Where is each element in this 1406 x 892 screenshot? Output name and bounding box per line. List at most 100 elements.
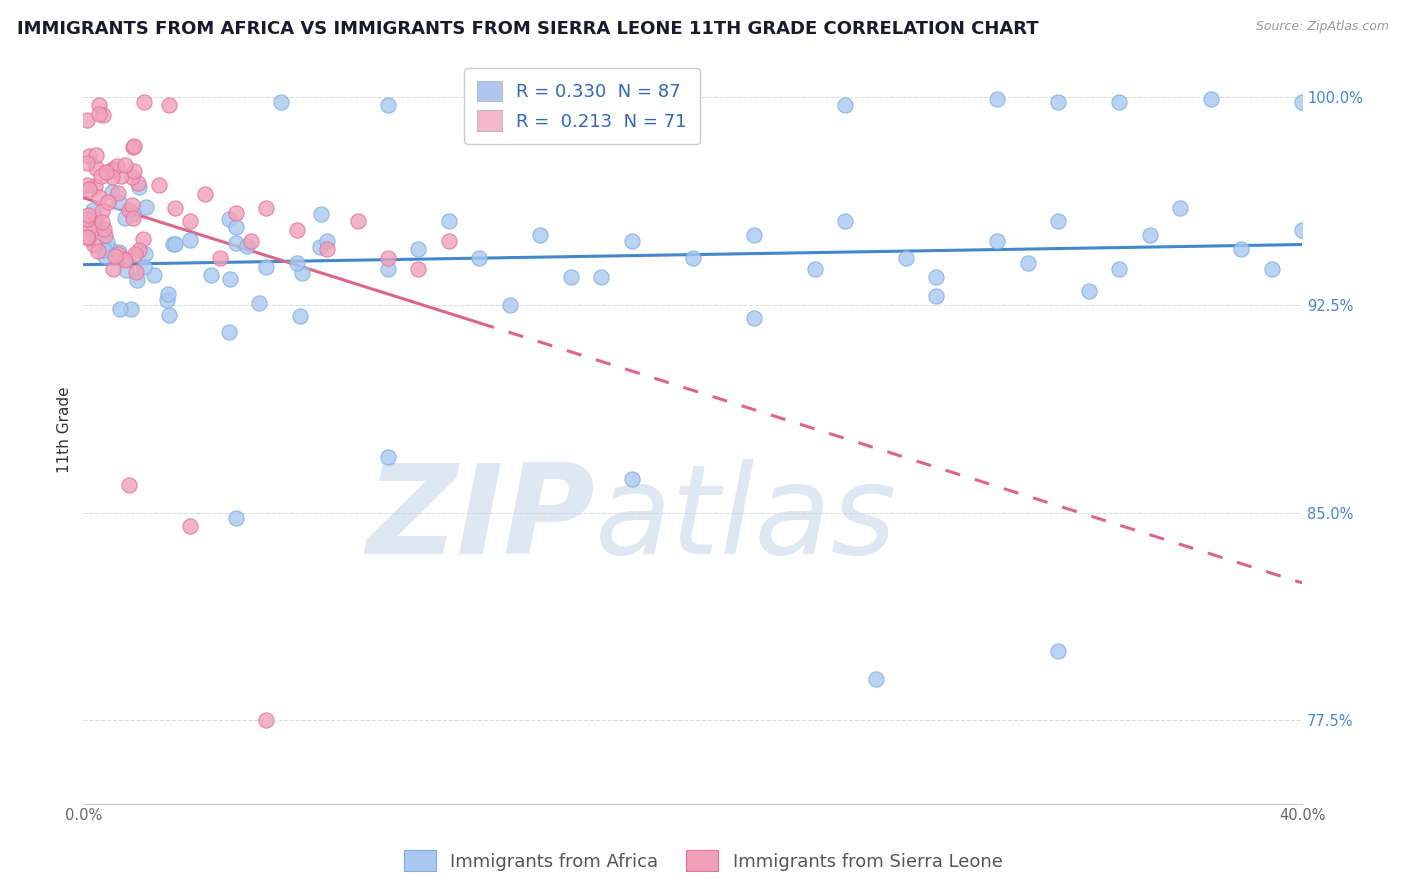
- Point: [77, 148, 100, 162]
- Point: [925, 289, 948, 303]
- Point: [254, 201, 277, 215]
- Point: [77, 231, 100, 245]
- Legend: R = 0.330  N = 87, R =  0.213  N = 71: R = 0.330 N = 87, R = 0.213 N = 71: [464, 68, 700, 144]
- Point: [468, 251, 491, 265]
- Point: [125, 265, 148, 279]
- Point: [591, 269, 613, 284]
- Point: [93, 222, 115, 236]
- Point: [316, 242, 339, 256]
- Point: [377, 450, 399, 464]
- Point: [194, 186, 217, 201]
- Point: [270, 95, 292, 110]
- Text: atlas: atlas: [595, 458, 897, 580]
- Point: [124, 246, 146, 260]
- Point: [76, 155, 98, 169]
- Point: [83, 238, 105, 252]
- Point: [620, 472, 643, 486]
- Point: [834, 98, 856, 112]
- Point: [101, 162, 124, 177]
- Point: [76, 208, 98, 222]
- Point: [105, 160, 128, 174]
- Point: [143, 268, 166, 282]
- Point: [121, 197, 143, 211]
- Point: [225, 235, 247, 250]
- Point: [76, 211, 98, 226]
- Point: [89, 107, 111, 121]
- Point: [127, 177, 149, 191]
- Point: [157, 98, 180, 112]
- Point: [90, 169, 112, 183]
- Point: [114, 252, 136, 266]
- Point: [82, 203, 104, 218]
- Point: [77, 182, 100, 196]
- Point: [179, 214, 201, 228]
- Point: [134, 260, 156, 275]
- Point: [125, 273, 148, 287]
- Point: [218, 212, 240, 227]
- Point: [96, 194, 118, 209]
- Point: [1291, 223, 1313, 237]
- Point: [1108, 95, 1130, 110]
- Point: [179, 519, 201, 533]
- Point: [163, 236, 186, 251]
- Point: [104, 249, 127, 263]
- Point: [346, 214, 368, 228]
- Point: [84, 161, 107, 176]
- Point: [121, 207, 143, 221]
- Point: [110, 169, 132, 183]
- Point: [107, 186, 129, 200]
- Point: [408, 242, 430, 256]
- Point: [107, 247, 129, 261]
- Point: [157, 286, 180, 301]
- Point: [98, 242, 121, 256]
- Point: [834, 214, 856, 228]
- Point: [377, 251, 399, 265]
- Point: [290, 309, 312, 323]
- Point: [1199, 93, 1222, 107]
- Point: [803, 261, 825, 276]
- Point: [96, 235, 118, 250]
- Point: [1077, 284, 1099, 298]
- Point: [225, 206, 247, 220]
- Point: [309, 207, 332, 221]
- Point: [94, 165, 117, 179]
- Point: [94, 249, 117, 263]
- Point: [157, 308, 180, 322]
- Point: [114, 211, 136, 226]
- Point: [986, 93, 1008, 107]
- Point: [122, 211, 145, 225]
- Point: [620, 95, 643, 110]
- Point: [76, 113, 98, 128]
- Point: [986, 234, 1008, 248]
- Point: [239, 234, 262, 248]
- Point: [682, 251, 704, 265]
- Point: [1017, 256, 1039, 270]
- Point: [377, 98, 399, 112]
- Point: [437, 234, 460, 248]
- Point: [84, 148, 107, 162]
- Point: [101, 262, 124, 277]
- Point: [285, 256, 308, 270]
- Point: [254, 714, 277, 728]
- Point: [1108, 261, 1130, 276]
- Point: [865, 672, 887, 686]
- Point: [84, 212, 107, 227]
- Point: [291, 267, 314, 281]
- Point: [79, 220, 101, 235]
- Y-axis label: 11th Grade: 11th Grade: [58, 386, 72, 473]
- Legend: Immigrants from Africa, Immigrants from Sierra Leone: Immigrants from Africa, Immigrants from …: [396, 843, 1010, 879]
- Point: [134, 246, 156, 260]
- Point: [83, 222, 105, 236]
- Point: [83, 178, 105, 193]
- Point: [499, 298, 522, 312]
- Point: [118, 478, 141, 492]
- Point: [101, 162, 124, 177]
- Point: [132, 232, 155, 246]
- Point: [115, 262, 138, 277]
- Point: [118, 202, 141, 217]
- Point: [163, 201, 186, 215]
- Text: ZIP: ZIP: [367, 458, 595, 580]
- Point: [87, 244, 110, 259]
- Point: [316, 234, 339, 248]
- Point: [107, 195, 129, 210]
